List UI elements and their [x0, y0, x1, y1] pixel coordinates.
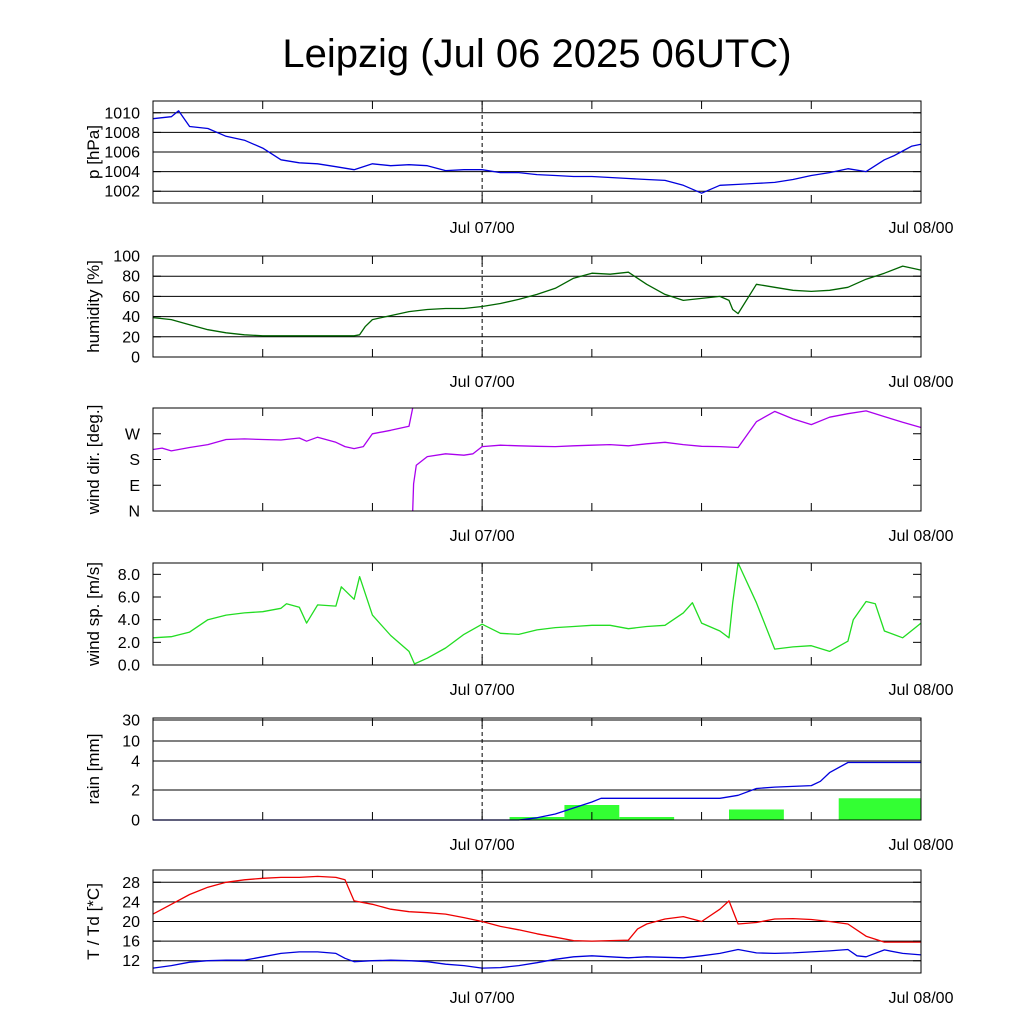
- plot-frame: [152, 562, 922, 666]
- y-tick-label: 24: [122, 894, 140, 911]
- x-tick-label: Jul 08/00: [889, 528, 954, 545]
- y-tick-label: 100: [113, 249, 140, 266]
- y-tick-label: 60: [122, 289, 140, 306]
- rain-bar: [619, 817, 675, 820]
- y-tick-label: 0: [131, 813, 140, 830]
- y-tick-label: 1008: [104, 125, 140, 142]
- y-tick-label: N: [128, 504, 140, 521]
- panel-4: 0.0 2.0 4.0 6.0 8.0 Jul 07/00 Jul 08/00 wind sp…: [84, 562, 954, 699]
- y-tick-label: 20: [122, 329, 140, 346]
- rain-bar: [509, 817, 565, 820]
- rain-bar: [838, 798, 921, 820]
- y-tick-label: 4.0: [118, 612, 140, 629]
- x-tick-label: Jul 07/00: [450, 837, 515, 854]
- x-tick-label: Jul 07/00: [450, 528, 515, 545]
- y-tick-label: 10: [122, 734, 140, 751]
- y-tick-label: 8.0: [118, 567, 140, 584]
- y-axis-label: p [hPa]: [84, 125, 103, 179]
- y-axis-label: T / Td [*C]: [84, 883, 103, 960]
- series-line: [152, 265, 922, 337]
- y-tick-label: 20: [122, 914, 140, 931]
- y-tick-label: 2.0: [118, 635, 140, 652]
- x-tick-label: Jul 07/00: [450, 220, 515, 237]
- panel-2: 0 20 40 60 80 100 Jul 07/00 Jul 08/00 humidity […: [84, 249, 954, 392]
- x-tick-label: Jul 07/00: [450, 682, 515, 699]
- y-tick-label: S: [129, 452, 140, 469]
- y-tick-label: 0.0: [118, 658, 140, 675]
- series-line: [153, 761, 921, 821]
- y-tick-label: 30: [122, 713, 140, 730]
- y-tick-label: E: [129, 478, 140, 495]
- y-tick-label: 40: [122, 309, 140, 326]
- series-line: [152, 407, 414, 452]
- y-tick-label: 16: [122, 934, 140, 951]
- panel-5: 0 2 4 10 30 Jul 07/00 Jul 08/00 rain [mm]: [84, 713, 954, 855]
- chart-title: Leipzig (Jul 06 2025 06UTC): [282, 32, 791, 76]
- x-tick-label: Jul 08/00: [889, 374, 954, 391]
- y-tick-label: 0: [131, 350, 140, 367]
- y-tick-label: 1004: [104, 164, 140, 181]
- y-tick-label: 28: [122, 875, 140, 892]
- x-tick-label: Jul 07/00: [450, 374, 515, 391]
- y-tick-label: 1006: [104, 145, 140, 162]
- series-line: [152, 948, 922, 969]
- series-line: [152, 875, 921, 943]
- x-tick-label: Jul 08/00: [889, 837, 954, 854]
- series-line: [152, 562, 922, 665]
- y-axis-label: wind sp. [m/s]: [84, 562, 103, 667]
- panel-1: 1002 1004 1006 1008 1010 Jul 07/00 Jul 08/00 p …: [84, 100, 954, 237]
- x-tick-label: Jul 08/00: [889, 220, 954, 237]
- x-tick-label: Jul 08/00: [889, 682, 954, 699]
- y-tick-label: 80: [122, 269, 140, 286]
- plot-frame: [152, 255, 922, 358]
- rain-bar: [729, 809, 784, 820]
- series-line: [412, 410, 922, 512]
- y-axis-label: wind dir. [deg.]: [84, 405, 103, 516]
- plot-frame: [152, 717, 922, 821]
- x-tick-label: Jul 08/00: [889, 990, 954, 1007]
- y-tick-label: 1002: [104, 184, 140, 201]
- y-tick-label: 4: [131, 754, 140, 771]
- y-tick-label: 12: [122, 953, 140, 970]
- panel-6: 12 16 20 24 28 Jul 07/00 Jul 08/00 T / Td [*C]: [84, 869, 954, 1007]
- series-line: [152, 110, 922, 194]
- x-tick-label: Jul 07/00: [450, 990, 515, 1007]
- y-tick-label: 6.0: [118, 590, 140, 607]
- y-tick-label: 1010: [104, 105, 140, 122]
- y-tick-label: 2: [131, 783, 140, 800]
- y-axis-label: humidity [%]: [84, 260, 103, 353]
- y-tick-label: W: [125, 426, 141, 443]
- y-axis-label: rain [mm]: [84, 734, 103, 805]
